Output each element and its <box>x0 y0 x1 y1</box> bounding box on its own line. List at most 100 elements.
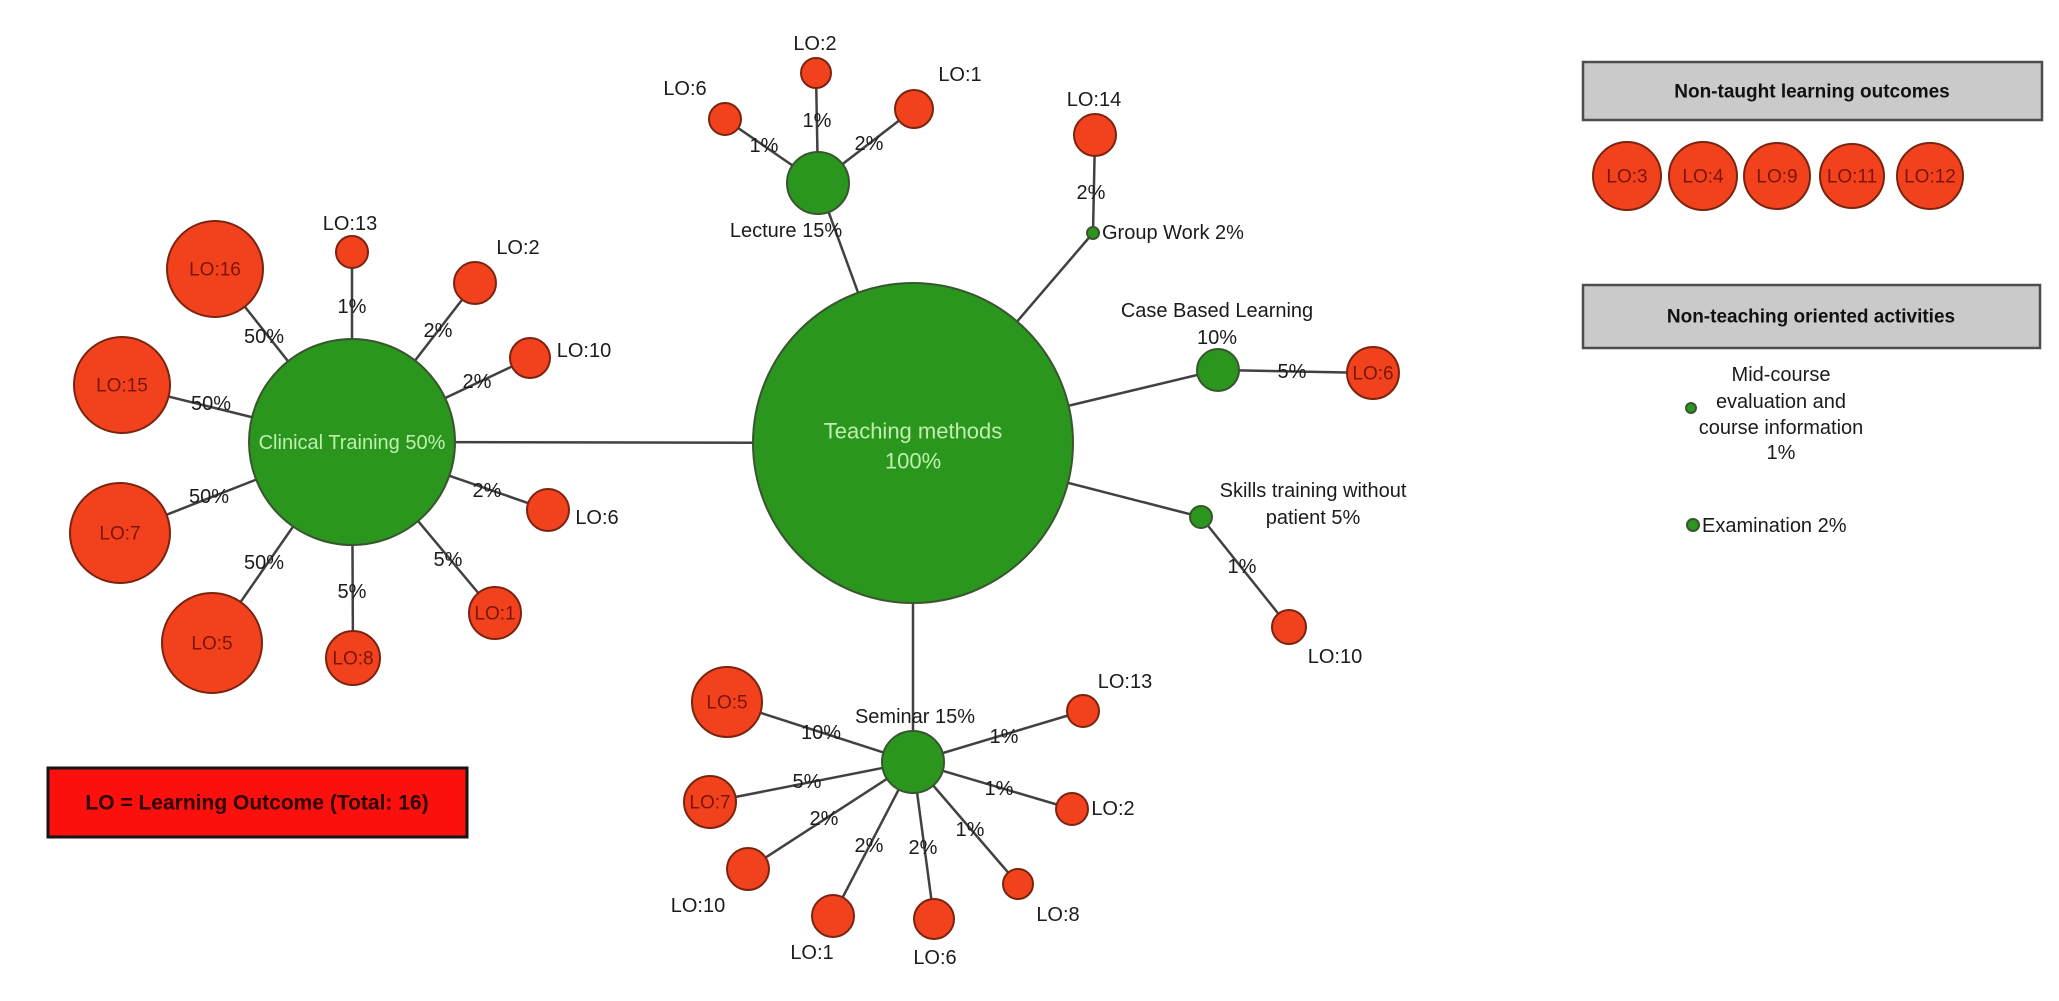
non-taught-lo4-circle <box>1668 141 1738 211</box>
non-taught-lo11-label: LO:11 <box>1827 167 1877 188</box>
label-clinical-lo1: LO:1 <box>474 604 515 625</box>
label-clinical-lo13: LO:13 <box>323 213 377 235</box>
label-clinical-lo10: LO:10 <box>557 340 611 362</box>
group-work-label: Group Work 2% <box>1102 222 1244 244</box>
satellite-seminar-lo10 <box>726 847 770 891</box>
label-clinical-lo8: LO:8 <box>332 649 373 670</box>
mid-course-dot <box>1685 402 1697 414</box>
legend: LO = Learning Outcome (Total: 16) <box>46 766 469 839</box>
label-skills-lo10: LO:10 <box>1308 646 1362 668</box>
non-taught-lo11-circle <box>1819 143 1885 209</box>
pct-clinical-lo6: 2% <box>473 480 502 502</box>
pct-clinical-lo1: 5% <box>434 549 463 571</box>
pct-seminar-lo5: 10% <box>801 722 841 744</box>
satellite-clinical-lo6 <box>526 488 570 532</box>
satellite-clinical-lo8 <box>325 630 381 686</box>
pct-skills-lo10: 1% <box>1228 556 1257 578</box>
legend-text: LO = Learning Outcome (Total: 16) <box>85 792 428 815</box>
pct-clinical-lo13: 1% <box>338 296 367 318</box>
satellite-clinical-lo5 <box>161 592 263 694</box>
edge-seminar-lo10 <box>747 760 914 871</box>
satellite-lecture-lo2 <box>800 57 832 89</box>
pct-clinical-lo15: 50% <box>191 393 231 415</box>
label-clinical-lo15: LO:15 <box>96 376 148 397</box>
non-taught-lo12-circle <box>1896 142 1964 210</box>
node-clinical-training <box>248 338 456 546</box>
panel-non-teaching: Non-teaching oriented activities Mid-cou… <box>1581 283 2042 537</box>
label-seminar-lo1: LO:1 <box>790 942 833 964</box>
panel-non-taught: Non-taught learning outcomes LO:3 LO:4 L… <box>1581 60 2044 211</box>
edge-percent-labels: 50% 1% 2% 2% 2% 5% 5% 50% 50% 50% 1% 1% … <box>189 110 1307 859</box>
label-seminar-lo7: LO:7 <box>689 793 730 814</box>
label-clinical-lo2: LO:2 <box>496 237 539 259</box>
examination-label: Examination 2% <box>1702 515 1847 537</box>
satellite-seminar-lo8 <box>1002 868 1034 900</box>
pct-groupwork-lo14: 2% <box>1077 182 1106 204</box>
satellite-clinical-lo16 <box>166 220 264 318</box>
skills-label-line1: Skills training without <box>1220 480 1407 502</box>
case-based-label-line1: Case Based Learning <box>1121 300 1313 322</box>
mid-course-line4: 1% <box>1767 442 1796 464</box>
legend-box <box>46 766 469 839</box>
label-lecture-lo6: LO:6 <box>663 78 706 100</box>
non-taught-title: Non-taught learning outcomes <box>1674 82 1950 103</box>
seminar-label: Seminar 15% <box>855 706 975 728</box>
label-clinical-lo7: LO:7 <box>99 524 140 545</box>
lecture-label: Lecture 15% <box>730 220 843 242</box>
label-seminar-lo10: LO:10 <box>671 895 725 917</box>
non-teaching-header-box <box>1581 283 2042 350</box>
satellite-lecture-lo1 <box>894 89 934 129</box>
nodes <box>69 57 1400 940</box>
satellite-groupwork-lo14 <box>1073 113 1117 157</box>
satellite-clinical-lo10 <box>509 337 551 379</box>
satellite-seminar-lo6 <box>913 898 955 940</box>
mid-course-line1: Mid-course <box>1732 364 1831 386</box>
pct-lecture-lo2: 1% <box>803 110 832 132</box>
pct-clinical-lo7: 50% <box>189 486 229 508</box>
pct-seminar-lo7: 5% <box>793 771 822 793</box>
label-seminar-lo2: LO:2 <box>1091 798 1134 820</box>
satellite-clinical-lo1 <box>468 586 522 640</box>
pct-clinical-lo10: 2% <box>463 371 492 393</box>
non-taught-header-box <box>1581 60 2044 122</box>
clinical-training-label: Clinical Training 50% <box>259 432 446 454</box>
node-lecture <box>786 151 850 215</box>
pct-seminar-lo6: 2% <box>909 837 938 859</box>
non-taught-lo4-label: LO:4 <box>1682 167 1724 188</box>
examination-dot <box>1686 518 1700 532</box>
pct-clinical-lo5: 50% <box>244 552 284 574</box>
label-clinical-lo16: LO:16 <box>189 260 241 281</box>
label-seminar-lo5: LO:5 <box>706 693 747 714</box>
satellite-seminar-lo5 <box>691 666 763 738</box>
pct-casebased-lo6: 5% <box>1278 361 1307 383</box>
pct-seminar-lo8: 1% <box>956 819 985 841</box>
label-seminar-lo8: LO:8 <box>1036 904 1079 926</box>
satellite-clinical-lo13 <box>335 235 369 269</box>
label-seminar-lo13: LO:13 <box>1098 671 1152 693</box>
satellite-seminar-lo2 <box>1055 792 1089 826</box>
satellite-seminar-lo1 <box>811 894 855 938</box>
edge-skills-lo10 <box>1200 516 1290 628</box>
label-groupwork-lo14: LO:14 <box>1067 89 1121 111</box>
case-based-label-line2: 10% <box>1197 327 1237 349</box>
satellite-casebased-lo6 <box>1346 346 1400 400</box>
node-group-work <box>1086 226 1100 240</box>
pct-clinical-lo8: 5% <box>338 581 367 603</box>
satellite-lecture-lo6 <box>708 102 742 136</box>
label-casebased-lo6: LO:6 <box>1352 364 1393 385</box>
node-labels: Teaching methods 100% Clinical Training … <box>259 220 1407 728</box>
pct-clinical-lo2: 2% <box>424 320 453 342</box>
teaching-methods-label-line2: 100% <box>885 449 941 474</box>
non-taught-lo3-label: LO:3 <box>1606 167 1647 188</box>
node-seminar <box>881 730 945 794</box>
satellite-clinical-lo15 <box>73 336 171 434</box>
non-taught-lo9-label: LO:9 <box>1756 167 1797 188</box>
non-taught-lo12-label: LO:12 <box>1904 167 1956 188</box>
node-skills-training <box>1189 505 1213 529</box>
edge-seminar-lo7 <box>709 760 914 804</box>
satellite-seminar-lo7 <box>683 775 737 829</box>
satellite-skills-lo10 <box>1271 609 1307 645</box>
node-case-based-learning <box>1196 348 1240 392</box>
label-clinical-lo5: LO:5 <box>191 634 232 655</box>
